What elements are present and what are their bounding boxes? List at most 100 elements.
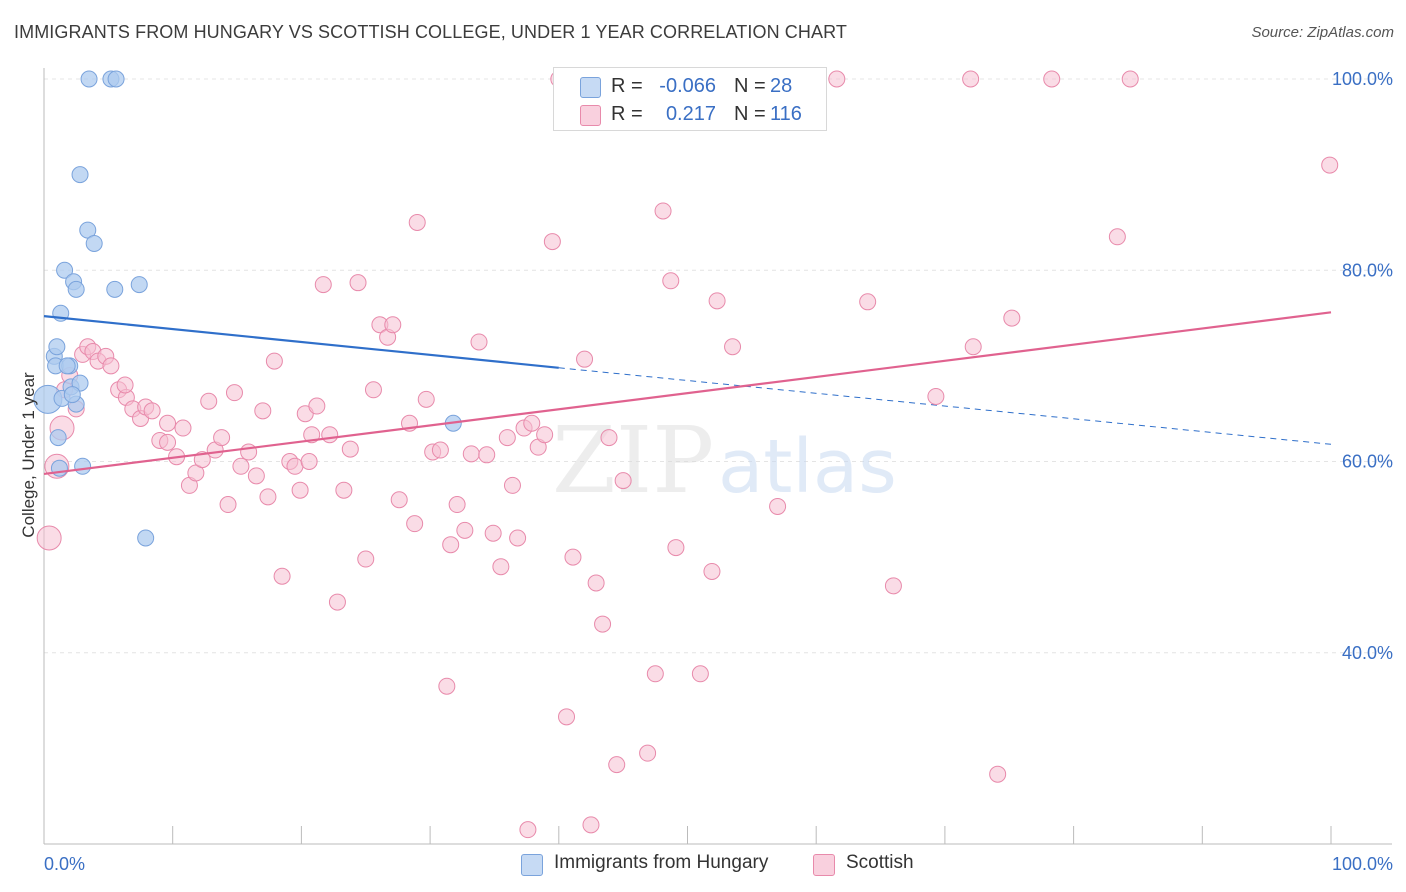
trend-line-hungary-extension <box>558 367 1332 445</box>
r-label: R = <box>611 75 643 97</box>
scottish-point <box>498 429 516 447</box>
scottish-point <box>503 476 521 494</box>
tick-labels: 100.0% 80.0% 60.0% 40.0% 0.0% 100.0% <box>44 69 1393 874</box>
scottish-point <box>962 70 980 88</box>
scottish-point <box>341 440 359 458</box>
legend-swatch-hungary <box>521 854 543 876</box>
scottish-point <box>328 593 346 611</box>
scottish-point <box>456 521 474 539</box>
legend-row-hungary: R = -0.066 N = 28 <box>554 71 826 101</box>
scottish-point <box>724 338 742 356</box>
scottish-point <box>286 457 304 475</box>
scottish-point <box>219 496 237 514</box>
hungary-point <box>106 280 124 298</box>
scottish-point <box>639 744 657 762</box>
scottish-point <box>989 765 1007 783</box>
scottish-point <box>390 491 408 509</box>
hungary-point <box>56 261 74 279</box>
scottish-point <box>240 443 258 461</box>
scottish-point <box>265 352 283 370</box>
scottish-point <box>708 292 726 310</box>
scottish-point <box>431 441 449 459</box>
scottish-point <box>308 397 326 415</box>
n-value: 116 <box>770 103 802 125</box>
scottish-point <box>357 550 375 568</box>
scottish-point <box>594 615 612 633</box>
scottish-point <box>159 414 177 432</box>
scottish-point <box>143 402 161 420</box>
hungary-point <box>80 70 98 88</box>
scottish-point <box>582 816 600 834</box>
scottish-point <box>519 821 537 839</box>
scottish-point <box>291 481 309 499</box>
legend-label-scottish: Scottish <box>846 852 914 873</box>
trend-line-hungary <box>43 315 559 369</box>
scottish-point <box>1121 70 1139 88</box>
hungary-point <box>130 276 148 294</box>
series-legend: Immigrants from Hungary Scottish <box>0 852 1406 878</box>
scottish-point <box>769 497 787 515</box>
watermark-zip: ZIP <box>552 407 714 514</box>
scottish-point <box>587 574 605 592</box>
scottish-point <box>1003 309 1021 327</box>
scottish-point <box>225 384 243 402</box>
scottish-point <box>213 429 231 447</box>
scottish-point <box>536 426 554 444</box>
scottish-point <box>462 445 480 463</box>
trend-lines-dashed <box>558 367 1332 445</box>
n-label: N = <box>734 75 766 97</box>
scottish-point <box>884 577 902 595</box>
hungary-point <box>58 357 76 375</box>
watermark-atlas: atlas <box>718 424 897 510</box>
scottish-point <box>964 338 982 356</box>
hungary-point <box>74 457 92 475</box>
scottish-point <box>523 414 541 432</box>
scottish-point <box>470 333 488 351</box>
scottish-point <box>442 536 460 554</box>
r-value: 0.217 <box>665 103 716 125</box>
hungary-point <box>107 70 125 88</box>
legend-label-hungary: Immigrants from Hungary <box>554 852 769 873</box>
series-scottish-points <box>36 70 1339 839</box>
x-tick-label: 100.0% <box>1332 854 1393 874</box>
scottish-point <box>543 233 561 251</box>
scottish-point <box>116 376 134 394</box>
scottish-point <box>1043 70 1061 88</box>
y-tick-label: 40.0% <box>1342 643 1393 663</box>
scottish-point <box>654 202 672 220</box>
y-tick-label: 80.0% <box>1342 260 1393 280</box>
scottish-point <box>417 390 435 408</box>
legend-row-scottish: R = 0.217 N = 116 <box>554 99 826 129</box>
watermark: ZIP atlas <box>552 407 897 514</box>
scottish-point <box>438 677 456 695</box>
scottish-point <box>828 70 846 88</box>
scottish-point <box>102 357 120 375</box>
n-label: N = <box>734 103 766 125</box>
scottish-point <box>406 515 424 533</box>
scottish-point <box>484 524 502 542</box>
scottish-point <box>558 708 576 726</box>
scottish-point <box>1108 228 1126 246</box>
scottish-point <box>859 293 877 311</box>
trend-line-scottish <box>43 311 1332 476</box>
scottish-point <box>364 381 382 399</box>
scottish-point <box>509 529 527 547</box>
scottish-point <box>200 392 218 410</box>
r-label: R = <box>611 103 643 125</box>
trend-lines <box>43 311 1332 476</box>
hungary-point <box>48 338 66 356</box>
scottish-point <box>927 387 945 405</box>
scottish-point <box>232 457 250 475</box>
scottish-point <box>448 496 466 514</box>
legend-swatch-scottish <box>813 854 835 876</box>
source-label: Source: ZipAtlas.com <box>1251 24 1394 41</box>
scottish-point <box>608 756 626 774</box>
scottish-point <box>691 665 709 683</box>
scottish-point <box>159 433 177 451</box>
scottish-point <box>247 467 265 485</box>
hungary-point <box>67 280 85 298</box>
y-tick-label: 100.0% <box>1332 69 1393 89</box>
y-axis-label: College, Under 1 year <box>19 372 38 538</box>
hungary-point <box>71 166 89 184</box>
